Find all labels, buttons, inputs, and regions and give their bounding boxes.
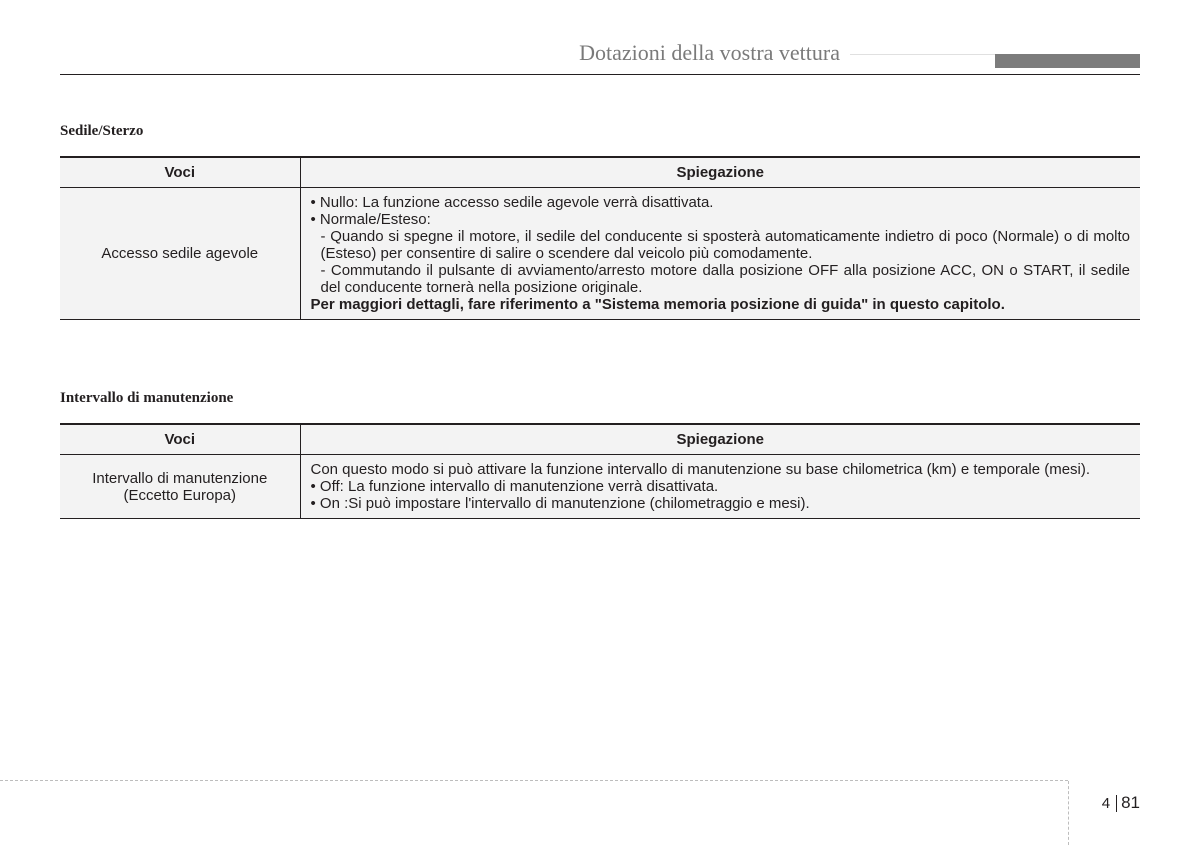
exp-line: • Off: La funzione intervallo di manuten… bbox=[311, 478, 1131, 495]
exp-subline: - Quando si spegne il motore, il sedile … bbox=[321, 228, 1131, 262]
col-header-spiegazione: Spiegazione bbox=[300, 424, 1140, 455]
table-row: Accesso sedile agevole • Nullo: La funzi… bbox=[60, 188, 1140, 320]
col-header-spiegazione: Spiegazione bbox=[300, 157, 1140, 188]
chapter-number: 4 bbox=[1102, 795, 1117, 812]
voci-line2: (Eccetto Europa) bbox=[123, 487, 236, 504]
cell-spiegazione: Con questo modo si può attivare la funzi… bbox=[300, 455, 1140, 519]
table-intervallo-manutenzione: Voci Spiegazione Intervallo di manutenzi… bbox=[60, 423, 1140, 519]
exp-bold-line: Per maggiori dettagli, fare riferimento … bbox=[311, 296, 1131, 313]
page-number-value: 81 bbox=[1121, 793, 1140, 812]
header-bar-light bbox=[850, 54, 995, 68]
page-header: Dotazioni della vostra vettura bbox=[60, 40, 1140, 68]
chapter-title: Dotazioni della vostra vettura bbox=[579, 40, 840, 66]
cell-voci: Accesso sedile agevole bbox=[60, 188, 300, 320]
exp-line: • On :Si può impostare l'intervallo di m… bbox=[311, 495, 1131, 512]
table-header-row: Voci Spiegazione bbox=[60, 424, 1140, 455]
header-bar-dark bbox=[995, 54, 1140, 68]
section1-title: Sedile/Sterzo bbox=[60, 123, 1140, 140]
cell-voci: Intervallo di manutenzione (Eccetto Euro… bbox=[60, 455, 300, 519]
exp-line: Con questo modo si può attivare la funzi… bbox=[311, 461, 1131, 478]
voci-line1: Intervallo di manutenzione bbox=[92, 470, 267, 487]
exp-subline: - Commutando il pulsante di avviamento/a… bbox=[321, 262, 1131, 296]
table-header-row: Voci Spiegazione bbox=[60, 157, 1140, 188]
cell-spiegazione: • Nullo: La funzione accesso sedile agev… bbox=[300, 188, 1140, 320]
page-number: 481 bbox=[1102, 793, 1140, 813]
exp-line: • Normale/Esteso: bbox=[311, 211, 1131, 228]
table-row: Intervallo di manutenzione (Eccetto Euro… bbox=[60, 455, 1140, 519]
col-header-voci: Voci bbox=[60, 424, 300, 455]
table-sedile-sterzo: Voci Spiegazione Accesso sedile agevole … bbox=[60, 156, 1140, 320]
exp-line: • Nullo: La funzione accesso sedile agev… bbox=[311, 194, 1131, 211]
header-accent-bar bbox=[850, 54, 1140, 68]
header-rule bbox=[60, 74, 1140, 75]
footer-dashed-vertical bbox=[1068, 781, 1069, 845]
footer-dashed-horizontal bbox=[0, 780, 1068, 781]
col-header-voci: Voci bbox=[60, 157, 300, 188]
section2-title: Intervallo di manutenzione bbox=[60, 390, 1140, 407]
